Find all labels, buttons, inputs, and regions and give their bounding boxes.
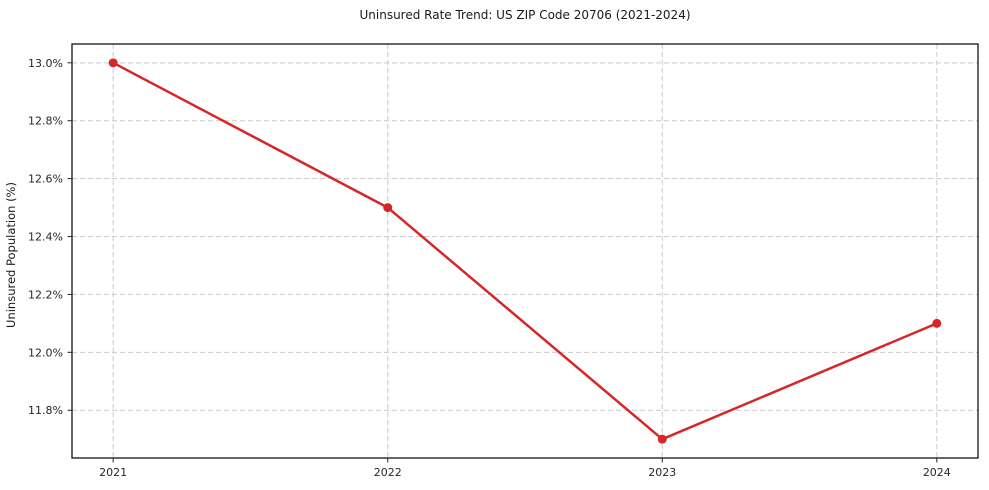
- y-tick-label: 12.4%: [28, 231, 63, 244]
- x-tick-label: 2024: [923, 466, 951, 479]
- data-point-marker: [657, 434, 667, 444]
- trend-line: [111, 61, 939, 441]
- data-point-marker: [108, 58, 118, 68]
- y-tick-label: 12.6%: [28, 173, 63, 186]
- x-tick-label: 2021: [99, 466, 127, 479]
- y-tick-label: 12.2%: [28, 288, 63, 301]
- data-point-marker: [932, 318, 942, 328]
- x-tick-label: 2023: [648, 466, 676, 479]
- x-tick-label: 2022: [374, 466, 402, 479]
- y-tick-label: 13.0%: [28, 57, 63, 70]
- y-tick-label: 11.8%: [28, 404, 63, 417]
- axes-border: [71, 43, 979, 459]
- y-tick-label: 12.0%: [28, 346, 63, 359]
- chart-title: Uninsured Rate Trend: US ZIP Code 20706 …: [359, 8, 691, 22]
- data-point-marker: [383, 203, 393, 213]
- y-tick-label: 12.8%: [28, 115, 63, 128]
